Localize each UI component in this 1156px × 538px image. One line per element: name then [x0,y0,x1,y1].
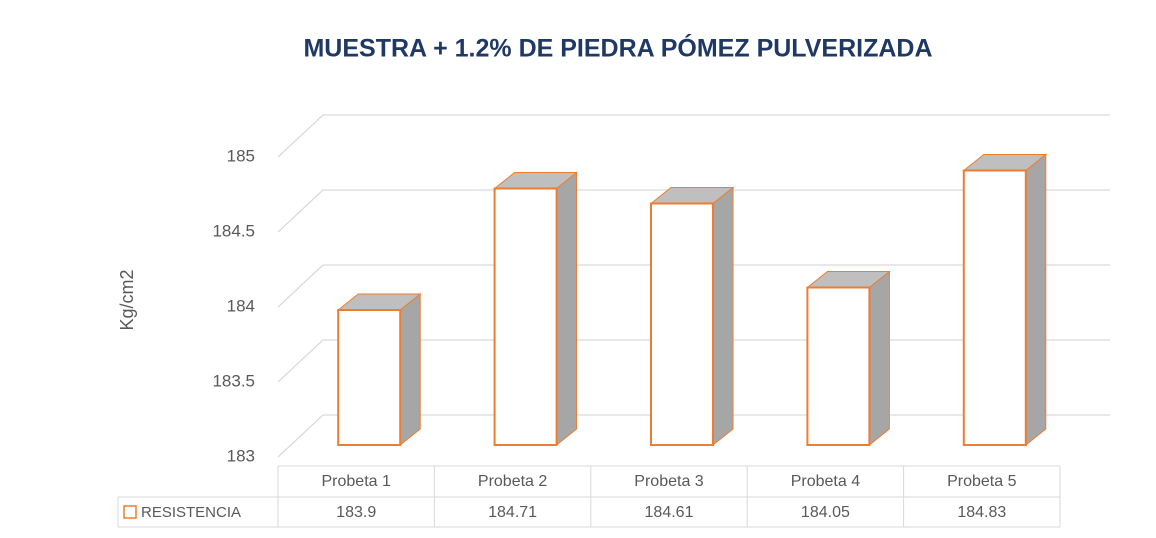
bar [962,169,1027,446]
y-tick-label: 183 [227,446,255,465]
bar [493,187,558,446]
bar-side [868,270,890,447]
y-tick-label: 183.5 [212,371,255,390]
grid-line [277,114,1110,158]
bar [650,202,714,446]
x-tick-label: Probeta 1 [322,473,391,490]
bar-side [399,292,421,447]
bar-side [556,171,578,447]
bar [806,286,871,446]
y-axis-label: Kg/cm2 [117,269,137,330]
y-tick-label: 185 [227,146,255,165]
x-tick-label: Probeta 3 [634,473,703,490]
grid-line [277,264,1110,308]
legend-label: RESISTENCIA [141,504,241,521]
chart-title: MUESTRA + 1.2% DE PIEDRA PÓMEZ PULVERIZA… [303,33,932,63]
x-tick-label: Probeta 5 [947,473,1016,490]
bar [337,309,402,446]
bar-side [712,186,734,447]
x-tick-label: Probeta 4 [791,473,860,490]
table-value: 184.71 [488,504,537,521]
table-value: 184.83 [957,504,1006,521]
legend-marker [123,505,137,519]
bar-side [1025,153,1047,447]
table-value: 183.9 [336,504,376,521]
y-tick-label: 184.5 [212,221,255,240]
x-tick-label: Probeta 2 [478,473,547,490]
y-tick-label: 184 [227,296,255,315]
table-value: 184.61 [645,504,694,521]
table-value: 184.05 [801,504,850,521]
grid-line [277,189,1110,233]
